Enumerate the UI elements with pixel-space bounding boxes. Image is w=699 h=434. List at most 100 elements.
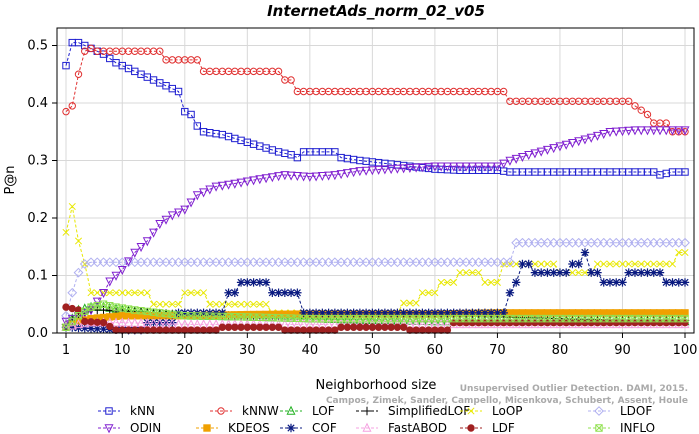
point-cof <box>443 308 452 318</box>
point-cof <box>386 308 396 318</box>
point-knnw <box>287 76 295 84</box>
point-loop <box>87 289 95 297</box>
point-cof <box>255 278 265 287</box>
point-odin <box>355 167 365 177</box>
legend-item-loop: LoOP <box>460 404 523 418</box>
point-odin <box>149 228 159 238</box>
point-odin <box>524 151 534 161</box>
point-loop <box>93 289 101 297</box>
point-ldof <box>505 257 515 268</box>
point-odin <box>499 159 509 169</box>
point-cof <box>268 288 277 297</box>
point-odin <box>555 142 565 152</box>
point-cof <box>280 288 290 297</box>
point-loop <box>187 289 195 297</box>
point-ldf <box>181 326 189 334</box>
point-fastabod <box>73 319 84 329</box>
point-odin <box>124 257 134 267</box>
legend-marker-knnw <box>217 407 225 415</box>
watermark-line-2: Campos, Zimek, Sander, Campello, Micenko… <box>326 396 688 406</box>
point-inflo <box>81 307 89 316</box>
point-odin <box>174 208 184 218</box>
point-ldf <box>237 323 245 331</box>
point-loop <box>256 300 264 308</box>
point-ldf <box>199 326 208 334</box>
point-knn <box>237 136 245 145</box>
point-knnw <box>156 47 164 55</box>
point-cof <box>68 323 77 332</box>
legend-marker-simplifiedlof <box>362 406 372 416</box>
point-odin <box>599 129 609 139</box>
y-tick-label: 0.1 <box>27 269 48 284</box>
point-ldf <box>249 323 258 331</box>
legend-item-odin: ODIN <box>98 421 161 434</box>
point-fastabod <box>124 317 134 327</box>
point-loop <box>418 289 426 297</box>
point-cof <box>230 288 240 297</box>
y-tick-label: 0.3 <box>27 154 48 169</box>
point-cof <box>374 308 383 318</box>
point-cof <box>455 308 465 318</box>
point-odin <box>261 174 271 184</box>
point-ldf <box>206 326 214 334</box>
point-loop <box>468 269 476 277</box>
point-loop <box>606 260 614 268</box>
point-odin <box>480 162 490 172</box>
point-knnw <box>68 102 76 110</box>
legend-marker-loop <box>467 407 475 415</box>
point-odin <box>186 198 196 208</box>
point-cof <box>80 324 89 333</box>
point-cof <box>618 278 627 287</box>
point-ldf <box>312 326 320 334</box>
legend-item-kdeos: KDEOS <box>196 421 270 434</box>
point-odin <box>592 131 602 141</box>
point-odin <box>230 179 240 189</box>
point-loop <box>250 300 258 308</box>
point-loop <box>131 289 139 297</box>
point-odin <box>224 180 234 190</box>
point-odin <box>105 277 115 287</box>
point-cof <box>593 268 602 277</box>
point-ldf <box>324 326 333 334</box>
legend-label-odin: ODIN <box>130 421 161 434</box>
point-cof <box>605 278 615 287</box>
point-odin <box>392 164 402 174</box>
point-cof <box>93 324 102 334</box>
point-odin <box>474 162 484 172</box>
point-lof <box>342 314 352 324</box>
point-loop <box>462 269 470 277</box>
point-cof <box>318 308 327 318</box>
point-odin <box>617 127 627 137</box>
point-cof <box>361 308 371 318</box>
series-knn <box>62 38 689 179</box>
point-odin <box>449 162 459 172</box>
y-tick-label: 0.4 <box>27 96 48 111</box>
point-odin <box>374 165 384 175</box>
x-tick-label: 90 <box>614 343 631 358</box>
point-loop <box>156 300 164 308</box>
point-cof <box>261 278 271 287</box>
point-odin <box>317 172 327 182</box>
point-cof <box>461 308 471 318</box>
point-cof <box>662 278 671 287</box>
point-odin <box>361 166 371 176</box>
point-ldf <box>287 326 295 334</box>
point-odin <box>99 289 109 299</box>
point-odin <box>299 172 309 182</box>
point-loop <box>575 269 583 277</box>
point-ldf <box>399 323 408 331</box>
point-loop <box>118 289 126 297</box>
point-odin <box>530 149 540 159</box>
series-odin <box>61 126 690 327</box>
x-tick-label: 100 <box>673 343 698 358</box>
point-knnw <box>625 97 633 105</box>
series-knnw <box>62 44 689 136</box>
point-odin <box>130 248 140 258</box>
point-ldf <box>281 326 289 334</box>
point-loop <box>74 237 83 245</box>
point-odin <box>255 175 265 185</box>
point-odin <box>417 163 427 173</box>
point-odin <box>111 271 121 281</box>
point-ldf <box>293 326 302 334</box>
legend-item-ldf: LDF <box>460 421 515 434</box>
